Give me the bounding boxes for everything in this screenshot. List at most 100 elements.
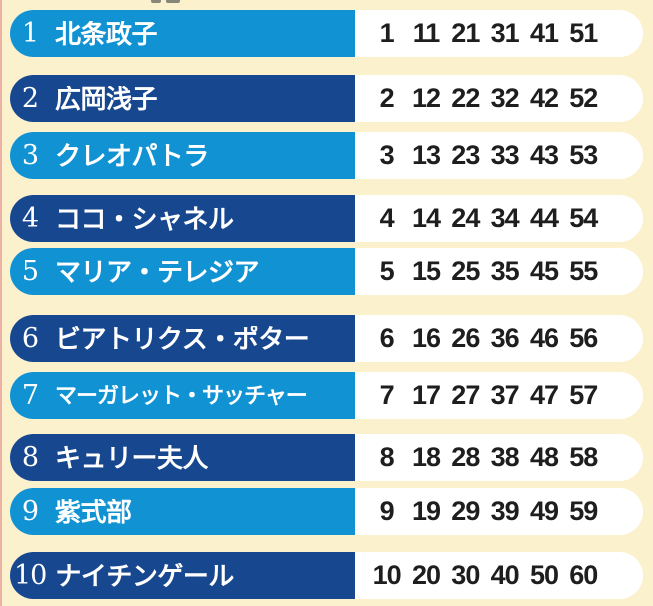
row-numbers: 2 12 22 32 42 52 bbox=[355, 75, 643, 122]
row-rank: 9 bbox=[21, 496, 39, 527]
number-cell: 43 bbox=[529, 140, 559, 170]
left-edge-scan-artifact bbox=[0, 0, 2, 606]
row-numbers: 6 16 26 36 46 56 bbox=[355, 315, 643, 362]
row-rank: 10 bbox=[14, 560, 47, 591]
number-cell: 30 bbox=[451, 560, 480, 590]
number-cell: 33 bbox=[490, 140, 520, 170]
number-cell: 50 bbox=[529, 560, 559, 590]
number-cell: 49 bbox=[529, 496, 559, 526]
row-rank: 5 bbox=[21, 256, 39, 287]
row-numbers: 9 19 29 39 49 59 bbox=[355, 488, 643, 535]
row-rank: 2 bbox=[21, 83, 39, 114]
number-cell: 28 bbox=[451, 442, 480, 472]
number-cell: 31 bbox=[490, 18, 520, 48]
number-cell: 2 bbox=[379, 83, 395, 113]
number-cell: 26 bbox=[451, 323, 480, 353]
number-cell: 4 bbox=[379, 203, 395, 233]
number-cell: 3 bbox=[379, 140, 395, 170]
number-cell: 10 bbox=[372, 560, 402, 590]
number-cell: 52 bbox=[569, 83, 598, 113]
number-cell: 48 bbox=[529, 442, 559, 472]
row-numbers: 8 18 28 38 48 58 bbox=[355, 434, 643, 481]
row-name-segment: 3 クレオパトラ bbox=[10, 132, 355, 179]
number-cell: 5 bbox=[379, 256, 395, 286]
number-cell: 29 bbox=[451, 496, 480, 526]
number-cell: 8 bbox=[379, 442, 395, 472]
number-cell: 59 bbox=[569, 496, 598, 526]
row-name: 広岡浅子 bbox=[55, 85, 158, 112]
number-cell: 32 bbox=[490, 83, 520, 113]
table-row: 1 北条政子 1 11 21 31 41 51 bbox=[10, 10, 643, 57]
row-name-segment: 10 ナイチンゲール bbox=[10, 552, 355, 599]
row-name: マーガレット・サッチャー bbox=[55, 384, 307, 407]
row-rank: 8 bbox=[21, 442, 39, 473]
number-cell: 27 bbox=[451, 380, 480, 410]
row-rank: 1 bbox=[21, 18, 39, 49]
row-name: ビアトリクス・ポター bbox=[55, 325, 310, 352]
number-cell: 20 bbox=[411, 560, 441, 590]
number-cell: 6 bbox=[379, 323, 395, 353]
row-numbers: 5 15 25 35 45 55 bbox=[355, 248, 643, 295]
number-cell: 45 bbox=[529, 256, 559, 286]
row-rank: 4 bbox=[21, 203, 39, 234]
table-row: 8 キュリー夫人 8 18 28 38 48 58 bbox=[10, 434, 643, 481]
table-row: 9 紫式部 9 19 29 39 49 59 bbox=[10, 488, 643, 535]
cropped-title-fragment bbox=[166, 0, 180, 3]
number-cell: 16 bbox=[411, 323, 441, 353]
number-cell: 11 bbox=[412, 18, 441, 48]
number-cell: 18 bbox=[411, 442, 441, 472]
row-name-segment: 8 キュリー夫人 bbox=[10, 434, 355, 481]
number-cell: 40 bbox=[490, 560, 520, 590]
row-numbers: 7 17 27 37 47 57 bbox=[355, 372, 643, 419]
number-cell: 41 bbox=[529, 18, 559, 48]
number-cell: 12 bbox=[411, 83, 441, 113]
number-cell: 17 bbox=[411, 380, 441, 410]
table-row: 6 ビアトリクス・ポター 6 16 26 36 46 56 bbox=[10, 315, 643, 362]
row-name: キュリー夫人 bbox=[55, 444, 209, 471]
number-cell: 54 bbox=[569, 203, 598, 233]
number-cell: 58 bbox=[569, 442, 598, 472]
row-name-segment: 7 マーガレット・サッチャー bbox=[10, 372, 355, 419]
table-row: 3 クレオパトラ 3 13 23 33 43 53 bbox=[10, 132, 643, 179]
number-cell: 47 bbox=[529, 380, 559, 410]
row-numbers: 1 11 21 31 41 51 bbox=[355, 10, 643, 57]
number-cell: 55 bbox=[569, 256, 598, 286]
number-cell: 34 bbox=[490, 203, 520, 233]
number-cell: 56 bbox=[569, 323, 598, 353]
row-name: 北条政子 bbox=[55, 20, 158, 47]
number-cell: 60 bbox=[569, 560, 598, 590]
number-cell: 39 bbox=[490, 496, 520, 526]
number-cell: 23 bbox=[451, 140, 480, 170]
table-row: 2 広岡浅子 2 12 22 32 42 52 bbox=[10, 75, 643, 122]
number-cell: 57 bbox=[569, 380, 598, 410]
number-cell: 9 bbox=[379, 496, 395, 526]
number-cell: 35 bbox=[490, 256, 520, 286]
number-cell: 44 bbox=[529, 203, 559, 233]
number-cell: 37 bbox=[490, 380, 520, 410]
number-cell: 1 bbox=[379, 18, 395, 48]
table-row: 7 マーガレット・サッチャー 7 17 27 37 47 57 bbox=[10, 372, 643, 419]
row-name-segment: 6 ビアトリクス・ポター bbox=[10, 315, 355, 362]
number-cell: 14 bbox=[411, 203, 441, 233]
number-cell: 15 bbox=[411, 256, 441, 286]
row-name-segment: 2 広岡浅子 bbox=[10, 75, 355, 122]
row-name-segment: 4 ココ・シャネル bbox=[10, 195, 355, 242]
number-cell: 36 bbox=[490, 323, 520, 353]
number-cell: 19 bbox=[411, 496, 441, 526]
cropped-title-fragment bbox=[151, 0, 161, 3]
row-numbers: 4 14 24 34 44 54 bbox=[355, 195, 643, 242]
row-name-segment: 5 マリア・テレジア bbox=[10, 248, 355, 295]
number-cell: 53 bbox=[569, 140, 598, 170]
row-name: ナイチンゲール bbox=[55, 562, 234, 589]
row-name: ココ・シャネル bbox=[55, 205, 234, 232]
number-cell: 21 bbox=[451, 18, 480, 48]
number-cell: 13 bbox=[411, 140, 441, 170]
row-rank: 6 bbox=[21, 323, 39, 354]
number-cell: 42 bbox=[529, 83, 559, 113]
number-cell: 7 bbox=[379, 380, 395, 410]
table-row: 4 ココ・シャネル 4 14 24 34 44 54 bbox=[10, 195, 643, 242]
row-name: 紫式部 bbox=[55, 498, 132, 525]
number-cell: 24 bbox=[451, 203, 480, 233]
